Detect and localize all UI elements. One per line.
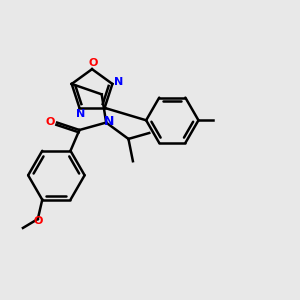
- Text: O: O: [46, 117, 55, 127]
- Text: N: N: [114, 76, 124, 87]
- Text: O: O: [34, 215, 43, 226]
- Text: O: O: [89, 58, 98, 68]
- Text: N: N: [104, 115, 114, 128]
- Text: N: N: [76, 110, 86, 119]
